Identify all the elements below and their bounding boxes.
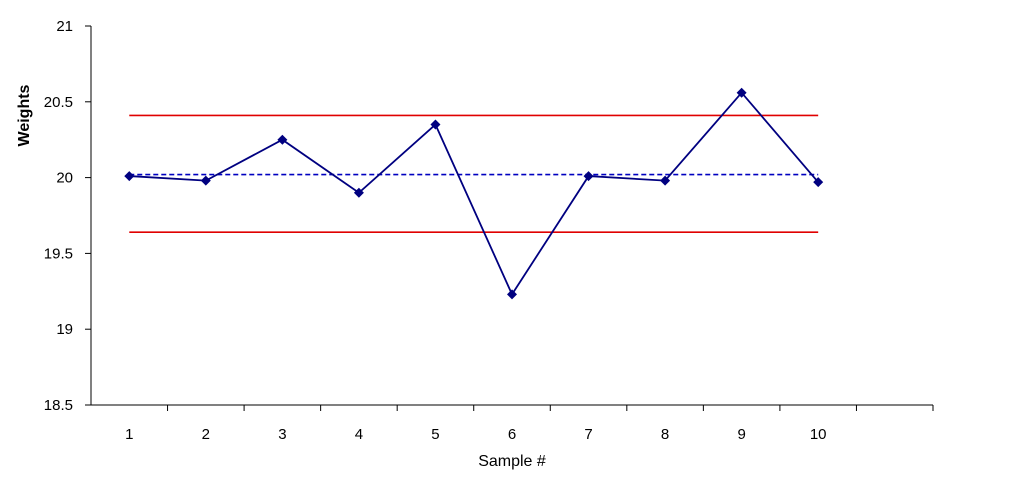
series-layer <box>124 87 824 300</box>
x-tick-label: 3 <box>278 426 286 443</box>
x-tick-label: 6 <box>508 426 516 443</box>
data-point-marker <box>200 175 211 186</box>
data-point-marker <box>813 177 824 188</box>
y-tick-label: 18.5 <box>44 397 73 414</box>
y-ticks: 18.5 19 19.5 20 20.5 21 <box>44 18 91 414</box>
y-tick-label: 21 <box>56 18 73 35</box>
x-tick-label: 1 <box>125 426 133 443</box>
y-tick-label: 19.5 <box>44 245 73 262</box>
data-point-marker <box>583 171 594 182</box>
x-tick-label: 5 <box>431 426 439 443</box>
x-tick-label: 2 <box>202 426 210 443</box>
y-tick-label: 19 <box>56 321 73 338</box>
y-tick-label: 20.5 <box>44 94 73 111</box>
x-tick-label: 4 <box>355 426 363 443</box>
x-tick-label: 8 <box>661 426 669 443</box>
data-point-marker <box>736 87 747 98</box>
reference-lines <box>129 114 819 233</box>
x-tick-label: 9 <box>737 426 745 443</box>
x-ticks: 1 2 3 4 5 6 7 8 9 10 <box>125 405 934 443</box>
x-axis-title: Sample # <box>478 453 546 470</box>
x-tick-label: 7 <box>584 426 592 443</box>
data-point-marker <box>353 187 364 198</box>
data-point-marker <box>277 134 288 145</box>
series-line <box>129 91 819 297</box>
data-point-marker <box>430 119 441 130</box>
data-point-marker <box>124 171 135 182</box>
x-tick-label: 10 <box>810 426 827 443</box>
data-point-marker <box>660 175 671 186</box>
y-tick-label: 20 <box>56 170 73 187</box>
axes <box>90 26 933 406</box>
y-axis-title: Weights <box>16 84 33 146</box>
data-point-marker <box>507 289 517 300</box>
